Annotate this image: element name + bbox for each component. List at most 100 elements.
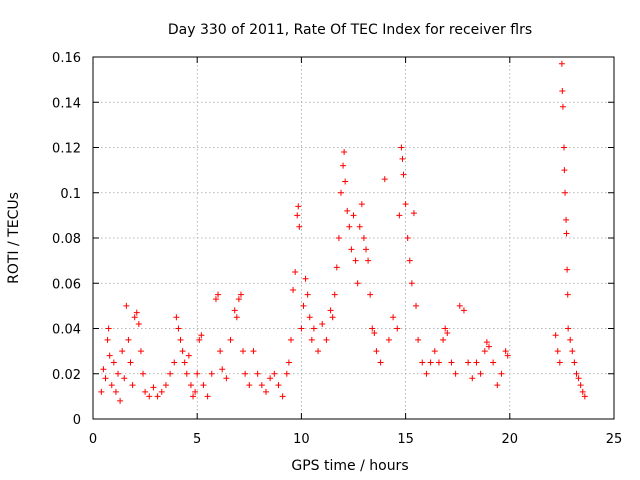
data-point-marker <box>556 359 563 366</box>
data-point-marker <box>354 280 361 287</box>
data-point-marker <box>292 268 299 275</box>
data-point-marker <box>381 176 388 183</box>
data-point-marker <box>231 307 238 314</box>
data-point-marker <box>227 336 234 343</box>
data-point-marker <box>215 291 222 298</box>
data-point-marker <box>485 343 492 350</box>
data-point-marker <box>577 382 584 389</box>
data-point-marker <box>360 235 367 241</box>
data-point-marker <box>233 314 240 321</box>
data-point-marker <box>98 388 105 395</box>
data-point-marker <box>117 397 124 404</box>
data-point-marker <box>279 393 286 400</box>
grid <box>93 57 614 419</box>
data-point-marker <box>367 291 374 298</box>
data-point-marker <box>559 103 566 110</box>
data-point-marker <box>308 336 315 343</box>
y-tick-label: 0.02 <box>52 368 81 383</box>
data-point-marker <box>563 230 570 237</box>
data-point-marker <box>119 348 126 355</box>
data-point-marker <box>302 275 309 282</box>
data-point-marker <box>558 60 565 67</box>
data-point-marker <box>358 201 365 208</box>
data-point-marker <box>154 393 161 400</box>
data-point-marker <box>175 325 182 332</box>
data-point-marker <box>235 296 242 303</box>
data-point-marker <box>569 348 576 355</box>
data-point-marker <box>102 375 109 382</box>
data-point-marker <box>502 348 509 355</box>
data-point-marker <box>108 382 115 389</box>
data-point-marker <box>150 384 157 391</box>
data-point-marker <box>337 189 344 196</box>
data-point-marker <box>310 325 317 332</box>
data-point-marker <box>106 352 113 359</box>
data-point-marker <box>377 359 384 366</box>
data-point-marker <box>331 291 338 298</box>
data-point-marker <box>267 375 274 382</box>
data-point-marker <box>435 359 442 366</box>
data-point-marker <box>431 348 438 355</box>
data-point-marker <box>319 320 326 327</box>
data-point-marker <box>135 320 142 327</box>
data-point-marker <box>575 375 582 382</box>
data-point-marker <box>352 257 359 264</box>
data-point-marker <box>110 359 117 366</box>
data-point-marker <box>198 332 205 339</box>
data-point-marker <box>498 370 505 377</box>
data-point-marker <box>285 359 292 366</box>
data-point-marker <box>456 302 463 309</box>
data-point-marker <box>219 366 226 373</box>
data-point-marker <box>562 189 569 196</box>
y-tick-label: 0.16 <box>52 51 81 66</box>
data-point-marker <box>346 223 353 230</box>
x-tick-label: 5 <box>193 432 201 447</box>
data-point-marker <box>394 325 401 332</box>
data-point-marker <box>131 314 138 321</box>
data-point-marker <box>333 264 340 271</box>
data-point-marker <box>250 348 257 355</box>
data-point-marker <box>105 325 112 332</box>
data-point-marker <box>465 359 472 366</box>
data-point-marker <box>335 235 342 241</box>
data-point-marker <box>298 325 305 332</box>
y-tick-label: 0.14 <box>52 96 81 111</box>
y-axis-title: ROTI / TECUs <box>6 192 22 284</box>
data-point-marker <box>242 370 249 377</box>
data-point-marker <box>187 382 194 389</box>
data-point-marker <box>237 291 244 298</box>
data-point-marker <box>552 332 559 339</box>
y-tick-label: 0.06 <box>52 277 81 292</box>
data-point-marker <box>413 302 420 309</box>
data-point-marker <box>481 348 488 355</box>
data-point-marker <box>146 393 153 400</box>
data-point-marker <box>162 382 169 389</box>
data-point-marker <box>208 370 215 377</box>
data-point-marker <box>440 336 447 343</box>
x-tick-label: 25 <box>606 432 623 447</box>
data-point-marker <box>185 352 192 359</box>
x-tick-label: 20 <box>502 432 519 447</box>
chart-title: Day 330 of 2011, Rate Of TEC Index for r… <box>168 22 532 38</box>
data-point-marker <box>200 382 207 389</box>
data-point-marker <box>444 330 451 337</box>
data-point-marker <box>212 296 219 303</box>
data-point-marker <box>363 246 370 253</box>
data-points <box>98 60 588 404</box>
data-point-marker <box>400 171 407 178</box>
y-tick-label: 0 <box>73 413 81 428</box>
data-point-marker <box>179 348 186 355</box>
data-point-marker <box>173 314 180 321</box>
data-point-marker <box>423 370 430 377</box>
data-point-marker <box>304 291 311 298</box>
data-point-marker <box>258 382 265 389</box>
y-tick-label: 0.12 <box>52 142 81 157</box>
data-point-marker <box>371 330 378 337</box>
data-point-marker <box>323 336 330 343</box>
data-point-marker <box>494 382 501 389</box>
data-point-marker <box>350 212 357 219</box>
data-point-marker <box>204 393 211 400</box>
data-point-marker <box>561 167 568 174</box>
data-point-marker <box>140 370 147 377</box>
data-point-marker <box>194 370 201 377</box>
